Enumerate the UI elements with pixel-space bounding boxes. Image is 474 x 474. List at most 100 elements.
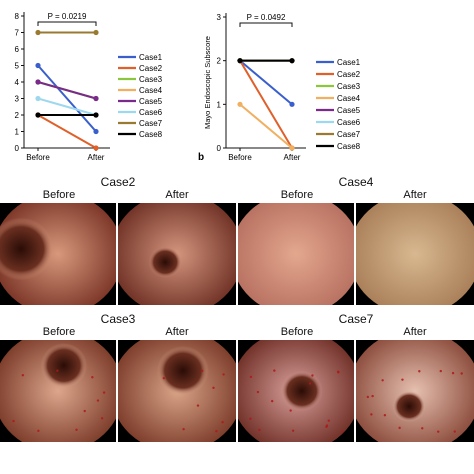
erythema-spot xyxy=(196,404,200,407)
photo-canvas xyxy=(356,340,474,442)
endoscopy-photo-after xyxy=(118,203,236,305)
data-point xyxy=(289,101,295,107)
series-line xyxy=(239,60,293,149)
data-point xyxy=(93,128,99,135)
endoscopy-photo-after xyxy=(356,203,474,305)
legend-label: Case1 xyxy=(139,53,163,62)
lumen xyxy=(156,345,209,396)
erythema-spot xyxy=(421,427,424,430)
y-tick-label: 1 xyxy=(15,128,20,137)
legend-label: Case8 xyxy=(139,130,163,139)
data-point xyxy=(35,79,41,85)
significance-bracket xyxy=(37,21,97,26)
erythema-spot xyxy=(215,429,218,433)
erythema-spot xyxy=(182,428,185,431)
y-tick-label: 2 xyxy=(15,111,20,120)
data-point xyxy=(93,112,99,118)
y-axis-label: Mayo Endoscopic Subscore xyxy=(203,36,212,129)
erythema-spot xyxy=(371,394,374,398)
mucosa-field xyxy=(356,203,474,305)
photo-canvas xyxy=(0,203,116,305)
lumen xyxy=(392,390,426,423)
y-tick-label: 0 xyxy=(15,144,20,153)
data-point xyxy=(93,145,99,151)
p-value-label: P = 0.0219 xyxy=(48,12,87,21)
erythema-spot xyxy=(258,428,261,432)
chart-b: 0 1 2 3 Before After P = 0.0492 Case1 Case2 Case3… xyxy=(198,13,361,163)
erythema-spot xyxy=(249,417,252,420)
lumen xyxy=(280,370,323,412)
erythema-spot xyxy=(201,369,204,372)
x-tick-label: Before xyxy=(228,153,252,162)
before-label: Before xyxy=(42,189,76,201)
erythema-spot xyxy=(289,409,292,412)
erythema-spot xyxy=(311,374,314,377)
y-tick-label: 3 xyxy=(15,95,20,104)
p-value-label: P = 0.0492 xyxy=(247,13,286,22)
erythema-spot xyxy=(75,428,78,431)
erythema-spot xyxy=(12,419,15,423)
endoscopy-photo-after xyxy=(118,340,236,442)
endoscopy-photo-before xyxy=(238,203,354,305)
erythema-spot xyxy=(273,369,276,372)
erythema-spot xyxy=(162,377,166,380)
erythema-spot xyxy=(453,430,456,433)
legend-label: Case2 xyxy=(337,70,361,79)
before-label: Before xyxy=(42,326,76,338)
data-point xyxy=(237,101,243,107)
x-tick-label: Before xyxy=(26,153,50,162)
erythema-spot xyxy=(249,375,253,379)
data-point xyxy=(237,58,243,64)
photo-canvas xyxy=(238,340,354,442)
erythema-spot xyxy=(418,370,421,373)
case-title: Case4 xyxy=(338,175,374,189)
y-tick-label: 8 xyxy=(15,12,20,21)
endoscopy-photo-before xyxy=(0,203,116,305)
legend-label: Case6 xyxy=(337,118,361,127)
y-tick-label: 4 xyxy=(15,78,20,87)
legend-label: Case5 xyxy=(337,106,361,115)
legend-label: Case2 xyxy=(139,64,163,73)
photo-canvas xyxy=(118,203,236,305)
case-title: Case3 xyxy=(100,312,136,326)
y-tick-label: 2 xyxy=(217,57,222,66)
photo-canvas xyxy=(0,340,116,442)
data-point xyxy=(35,62,41,69)
data-point xyxy=(289,58,295,64)
after-label: After xyxy=(403,189,427,201)
erythema-spot xyxy=(37,429,40,433)
data-point xyxy=(93,95,99,102)
erythema-spot xyxy=(212,386,215,390)
erythema-spot xyxy=(451,371,455,375)
erythema-spot xyxy=(381,379,384,382)
photo-block-case3: Case3 Before After xyxy=(0,312,236,442)
erythema-spot xyxy=(83,409,86,413)
y-tick-label: 5 xyxy=(15,62,20,71)
erythema-spot xyxy=(100,417,104,420)
erythema-spot xyxy=(439,369,442,373)
legend-label: Case4 xyxy=(139,86,163,95)
data-point xyxy=(35,29,41,36)
after-label: After xyxy=(165,326,189,338)
after-label: After xyxy=(165,189,189,201)
y-tick-label: 6 xyxy=(15,45,20,54)
chart-a: 0 1 2 3 4 5 6 7 8 Before After P = 0.0219 Case1 Case2… xyxy=(15,12,163,162)
series-line xyxy=(37,97,97,116)
lumen xyxy=(40,343,87,388)
legend-label: Case7 xyxy=(139,119,163,128)
erythema-spot xyxy=(96,399,100,402)
erythema-spot xyxy=(366,395,370,399)
y-tick-label: 0 xyxy=(217,144,222,153)
erythema-spot xyxy=(256,390,260,394)
erythema-spot xyxy=(221,421,224,424)
y-tick-label: 1 xyxy=(217,100,222,109)
erythema-spot xyxy=(308,382,312,385)
y-tick-label: 3 xyxy=(217,13,222,22)
erythema-spot xyxy=(398,426,401,430)
legend-label: Case6 xyxy=(139,108,163,117)
x-tick-label: After xyxy=(88,153,105,162)
legend-label: Case7 xyxy=(337,130,361,139)
endoscopy-photo-after xyxy=(356,340,474,442)
legend-label: Case3 xyxy=(139,75,163,84)
photo-block-case4: Case4 Before After xyxy=(238,175,474,305)
